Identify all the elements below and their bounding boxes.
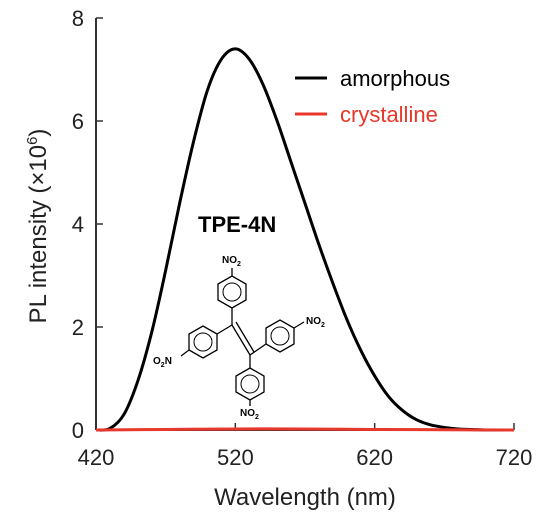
x-tick-label: 720 <box>496 445 533 470</box>
y-axis-title-main: PL intensity (×10 <box>25 145 52 324</box>
y-tick-label: 0 <box>72 418 84 443</box>
ticks: 420 520 620 720 0 2 4 6 8 <box>72 6 533 470</box>
y-axis-title: PL intensity (×106) <box>24 129 52 324</box>
chemical-structure-drawing <box>180 268 305 406</box>
axes <box>95 18 514 431</box>
x-tick-label: 420 <box>78 445 115 470</box>
y-tick-label: 8 <box>72 6 84 31</box>
tpe-4n-structure: TPE-4N <box>153 212 325 421</box>
legend-label-amorphous: amorphous <box>340 66 450 91</box>
x-tick-label: 620 <box>356 445 393 470</box>
y-axis-title-exponent: 6 <box>24 137 41 145</box>
legend: amorphous crystalline <box>295 66 450 127</box>
y-tick-label: 6 <box>72 109 84 134</box>
o2n-label-left: O2N <box>153 356 172 369</box>
y-axis-title-close: ) <box>25 129 52 137</box>
series-line-crystalline <box>95 427 515 432</box>
no2-label-right: NO2 <box>306 316 325 329</box>
series-line-amorphous <box>95 47 514 432</box>
compound-title: TPE-4N <box>198 212 276 237</box>
legend-label-crystalline: crystalline <box>340 102 438 127</box>
no2-label-bottom: NO2 <box>240 408 259 421</box>
y-tick-label: 4 <box>72 212 84 237</box>
y-tick-label: 2 <box>72 315 84 340</box>
x-axis-title: Wavelength (nm) <box>214 484 396 511</box>
no2-label-top: NO2 <box>222 255 241 268</box>
x-tick-label: 520 <box>217 445 254 470</box>
ring-inner-circles <box>193 282 290 394</box>
series <box>95 47 515 432</box>
